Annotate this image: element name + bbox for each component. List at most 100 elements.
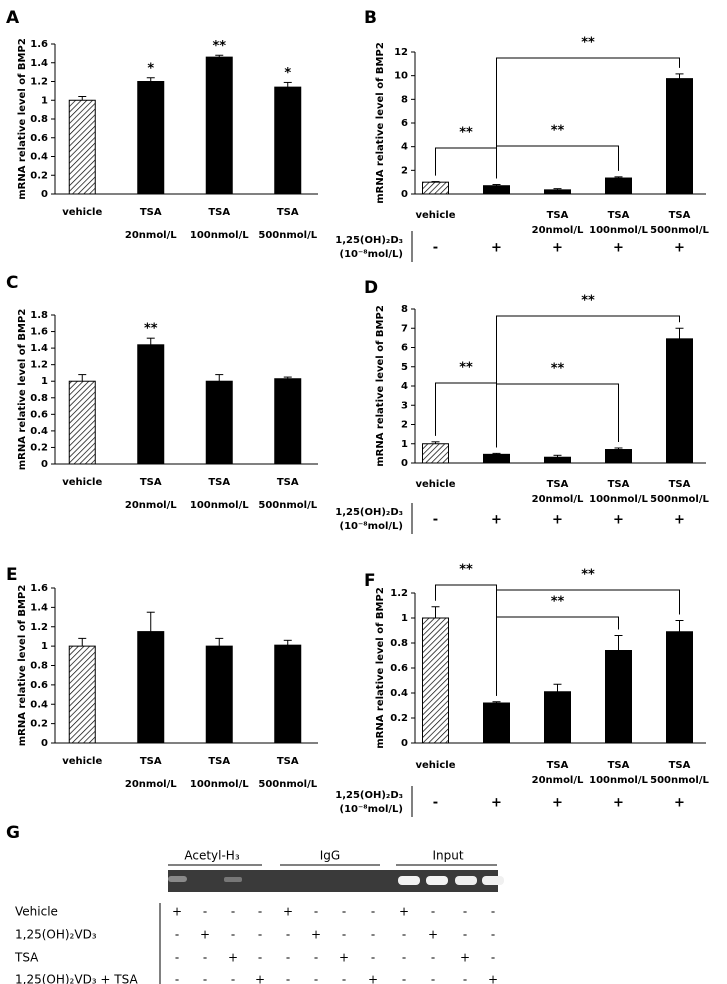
treatment-sign: - xyxy=(433,513,438,528)
y-tick-label: 0.6 xyxy=(390,663,408,674)
y-tick-label: 0 xyxy=(401,738,408,749)
x-tick-label: 500nmol/L xyxy=(258,500,317,511)
gel-band xyxy=(168,876,187,882)
error-bar xyxy=(146,77,155,82)
lane-sign: + xyxy=(399,905,409,919)
x-tick-label: TSA xyxy=(547,760,569,771)
x-tick-label: 100nmol/L xyxy=(190,500,249,511)
lane-sign: - xyxy=(491,951,495,965)
lane-sign: - xyxy=(431,951,435,965)
bar xyxy=(205,645,233,744)
x-tick-label: 20nmol/L xyxy=(532,225,584,236)
x-tick-label: vehicle xyxy=(62,207,102,218)
lane-sign: - xyxy=(491,905,495,919)
y-tick-label: 6 xyxy=(401,118,408,129)
x-tick-label: TSA xyxy=(608,210,630,221)
bar xyxy=(137,81,165,195)
error-bar xyxy=(431,441,440,444)
y-tick-label: 0.6 xyxy=(30,680,48,691)
x-tick-label: TSA xyxy=(140,477,162,488)
treatment-label: 1,25(OH)₂D₃ xyxy=(335,507,403,518)
lane-sign: - xyxy=(175,928,179,942)
y-tick-label: 0.6 xyxy=(30,133,48,144)
lane-sign: + xyxy=(283,905,293,919)
lane-sign: - xyxy=(491,928,495,942)
x-tick-label: TSA xyxy=(140,207,162,218)
y-tick-label: 0.8 xyxy=(30,661,48,672)
gel-band xyxy=(398,876,420,885)
panel-letter: E xyxy=(6,565,18,585)
y-tick-label: 12 xyxy=(394,47,408,58)
x-tick-label: TSA xyxy=(277,207,299,218)
bar xyxy=(68,380,96,465)
y-axis-title: mRNA relative level of BMP2 xyxy=(375,305,386,467)
treatment-sign: + xyxy=(613,241,624,256)
x-tick-label: 500nmol/L xyxy=(650,225,709,236)
treatment-sign: + xyxy=(552,241,563,256)
y-tick-label: 0.8 xyxy=(390,638,408,649)
lane-sign: - xyxy=(314,973,318,984)
lane-sign: - xyxy=(402,951,406,965)
x-tick-label: 500nmol/L xyxy=(650,775,709,786)
y-tick-label: 0.2 xyxy=(30,719,48,730)
x-tick-label: TSA xyxy=(669,760,691,771)
error-bar xyxy=(553,683,562,692)
lane-sign: - xyxy=(231,905,235,919)
lane-sign: + xyxy=(460,951,470,965)
comparison-label: ** xyxy=(459,361,473,376)
treatment-label: (10⁻⁸mol/L) xyxy=(340,521,403,532)
error-bar xyxy=(431,181,440,183)
y-tick-label: 4 xyxy=(401,142,408,153)
lane-sign: + xyxy=(311,928,321,942)
y-tick-label: 2 xyxy=(401,165,408,176)
comparison-label: ** xyxy=(459,563,473,578)
bar xyxy=(605,449,632,464)
x-tick-label: TSA xyxy=(277,756,299,767)
error-bar xyxy=(283,376,292,379)
lane-sign: - xyxy=(231,973,235,984)
bar xyxy=(137,631,165,744)
bar xyxy=(605,650,632,744)
y-tick-label: 1.6 xyxy=(30,583,48,594)
bar xyxy=(422,181,449,195)
lane-sign: - xyxy=(463,973,467,984)
bar xyxy=(274,644,302,744)
error-bar xyxy=(78,637,87,647)
lane-sign: - xyxy=(371,951,375,965)
panel-letter: B xyxy=(364,8,377,28)
significance-label: ** xyxy=(212,39,226,54)
y-tick-label: 1.2 xyxy=(390,588,408,599)
x-tick-label: TSA xyxy=(669,210,691,221)
lane-sign: - xyxy=(314,905,318,919)
treatment-sign: + xyxy=(674,796,685,811)
bar xyxy=(666,338,693,464)
treatment-sign: + xyxy=(674,241,685,256)
lane-sign: + xyxy=(200,928,210,942)
x-tick-label: vehicle xyxy=(416,760,456,771)
y-tick-label: 1.8 xyxy=(30,310,48,321)
x-tick-label: 100nmol/L xyxy=(190,779,249,790)
lane-sign: + xyxy=(428,928,438,942)
y-tick-label: 0.2 xyxy=(30,442,48,453)
significance-bracket xyxy=(496,383,619,448)
error-bar xyxy=(283,639,292,646)
y-tick-label: 1 xyxy=(41,376,48,387)
y-tick-label: 0.2 xyxy=(30,170,48,181)
x-tick-label: 500nmol/L xyxy=(258,779,317,790)
error-bar xyxy=(492,184,501,186)
error-bar xyxy=(215,637,224,647)
error-bar xyxy=(675,620,684,632)
treatment-label: 1,25(OH)₂D₃ xyxy=(335,790,403,801)
significance-bracket xyxy=(496,145,619,179)
bar xyxy=(483,453,510,464)
treatment-sign: + xyxy=(491,241,502,256)
treatment-sign: + xyxy=(613,513,624,528)
y-tick-label: 8 xyxy=(401,304,408,315)
gel-image xyxy=(168,870,498,892)
lane-sign: - xyxy=(371,905,375,919)
gel-band xyxy=(224,877,242,882)
error-bar xyxy=(78,96,87,101)
lane-sign: + xyxy=(368,973,378,984)
row-label: Vehicle xyxy=(15,905,58,919)
